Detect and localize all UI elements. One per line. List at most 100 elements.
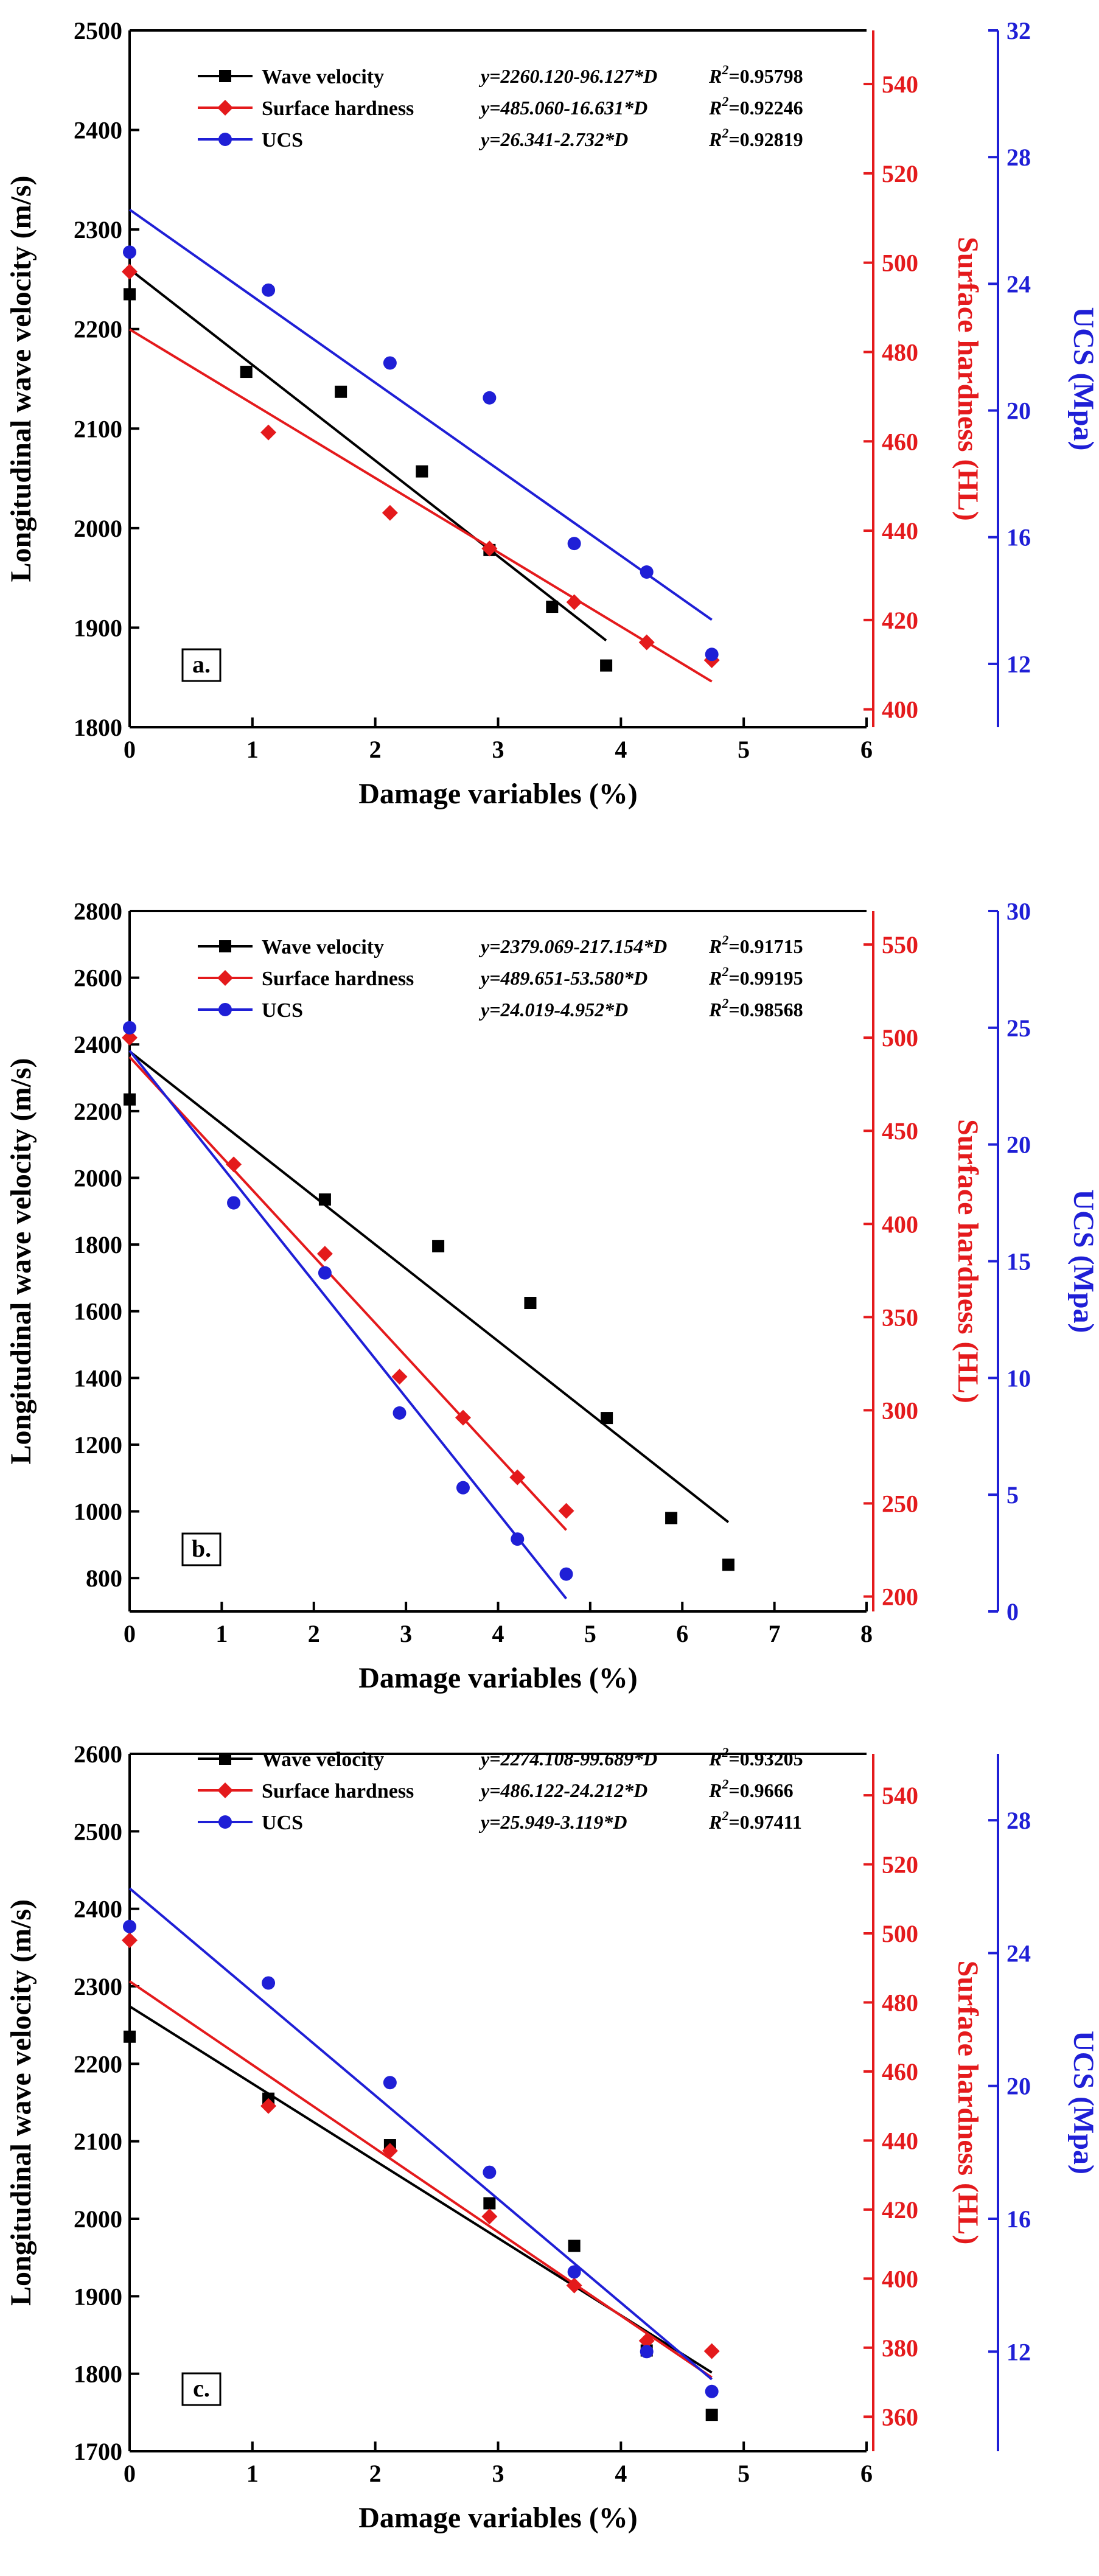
x-tick-label: 1 — [215, 1620, 228, 1647]
fit-line-diamond — [128, 1056, 567, 1531]
regression-equation: y=486.122-24.212*D — [478, 1779, 647, 1801]
r-squared: R2=0.92819 — [708, 125, 803, 150]
r-squared-value: =0.92246 — [728, 97, 803, 119]
x-tick-label: 8 — [860, 1620, 873, 1647]
legend-marker-square — [219, 940, 231, 952]
right1-tick-label: 400 — [882, 2265, 918, 2292]
right2-tick-label: 20 — [1007, 1131, 1031, 1159]
regression-equation: y=489.651-53.580*D — [478, 967, 647, 989]
legend-marker-diamond — [217, 100, 233, 116]
fit-line-diamond — [128, 328, 713, 683]
legend-marker-circle — [218, 1815, 232, 1829]
equation-variable: D — [613, 128, 628, 150]
equation-text: y=489.651-53.580* — [478, 967, 634, 989]
ucs-point — [483, 391, 497, 405]
surface-hardness-point — [558, 1503, 574, 1519]
ucs-point — [123, 1919, 136, 1933]
r-squared-value: =0.97411 — [728, 1811, 801, 1833]
left-y-tick-label: 1900 — [74, 614, 122, 641]
panel-tag-label: c. — [193, 2375, 210, 2402]
legend-marker-circle — [218, 1003, 232, 1016]
r-squared-value: =0.98568 — [728, 999, 803, 1021]
legend-marker-square — [219, 70, 231, 82]
surface-hardness-point — [638, 2333, 655, 2349]
ucs-point — [640, 2345, 654, 2359]
ucs-point — [262, 1976, 276, 1990]
r-squared-value: =0.99195 — [728, 967, 803, 989]
r-squared-symbol: R — [708, 967, 722, 989]
left-y-tick-label: 1700 — [74, 2438, 122, 2465]
left-y-tick-label: 2000 — [74, 2205, 122, 2233]
ucs-axis-title: UCS (Mpa) — [1067, 2031, 1099, 2174]
right2-tick-label: 5 — [1007, 1481, 1019, 1509]
x-tick-label: 0 — [124, 736, 136, 763]
surface-hardness-point — [382, 504, 398, 521]
ucs-point — [123, 245, 136, 259]
left-y-tick-label: 1000 — [74, 1498, 122, 1526]
left-y-tick-label: 1200 — [74, 1431, 122, 1459]
left-y-tick-label: 1800 — [74, 714, 122, 741]
left-y-tick-label: 800 — [86, 1565, 122, 1592]
right2-tick-label: 20 — [1007, 2073, 1031, 2100]
regression-equation: y=24.019-4.952*D — [478, 999, 628, 1021]
x-tick-label: 2 — [369, 2460, 382, 2487]
right2-tick-label: 12 — [1007, 2338, 1031, 2365]
fit-line-circle — [128, 1050, 568, 1600]
wave-velocity-point — [600, 659, 613, 672]
left-y-axis-title: Longitudinal wave velocity (m/s) — [5, 176, 37, 582]
wave-velocity-point — [318, 1193, 331, 1206]
right1-tick-label: 380 — [882, 2334, 918, 2362]
legend-label: Surface hardness — [262, 97, 414, 120]
legend-label: UCS — [262, 129, 303, 152]
x-tick-label: 1 — [246, 2460, 259, 2487]
wave-velocity-point — [705, 2409, 718, 2421]
r-squared-symbol: R — [708, 97, 722, 119]
x-tick-label: 1 — [246, 736, 259, 763]
fit-line-diamond — [128, 1980, 713, 2379]
ucs-point — [318, 1266, 332, 1280]
left-y-axis-title: Longitudinal wave velocity (m/s) — [5, 1899, 37, 2306]
surface-hardness-point — [638, 634, 655, 651]
right1-tick-label: 420 — [882, 2196, 918, 2224]
equation-variable: D — [643, 1748, 657, 1770]
r-squared-symbol: R — [708, 128, 722, 150]
ucs-point — [567, 537, 581, 551]
x-tick-label: 4 — [615, 736, 627, 763]
left-y-tick-label: 2200 — [74, 316, 122, 343]
right2-tick-label: 10 — [1007, 1364, 1031, 1392]
equation-variable: D — [613, 999, 628, 1021]
right1-tick-label: 520 — [882, 1851, 918, 1879]
surface-hardness-point — [122, 264, 138, 280]
surface-hardness-point — [455, 1409, 471, 1426]
r-squared-value: =0.9666 — [728, 1779, 793, 1801]
equation-text: y=485.060-16.631* — [478, 97, 634, 119]
left-y-tick-label: 2100 — [74, 2128, 122, 2155]
wave-velocity-point — [416, 465, 428, 478]
regression-equation: y=2260.120-96.127*D — [478, 65, 657, 87]
right2-tick-label: 24 — [1007, 270, 1031, 298]
r-squared-superscript: 2 — [721, 1776, 728, 1792]
fit-line-square — [128, 1050, 730, 1523]
right1-tick-label: 550 — [882, 931, 918, 958]
x-tick-label: 0 — [124, 1620, 136, 1647]
surface-hardness-point — [509, 1469, 526, 1485]
legend-label: Wave velocity — [262, 936, 384, 958]
legend-marker-diamond — [217, 1782, 233, 1798]
right1-tick-label: 540 — [882, 71, 918, 98]
ucs-point — [383, 2076, 397, 2090]
right1-tick-label: 200 — [882, 1583, 918, 1611]
r-squared: R2=0.95798 — [708, 62, 803, 87]
right1-tick-label: 500 — [882, 250, 918, 277]
left-y-tick-label: 1800 — [74, 1231, 122, 1258]
right2-tick-label: 15 — [1007, 1248, 1031, 1276]
r-squared-superscript: 2 — [721, 964, 728, 979]
surface-hardness-point — [122, 1030, 138, 1046]
legend-label: UCS — [262, 1812, 303, 1834]
equation-variable: D — [633, 1779, 647, 1801]
wave-velocity-point — [601, 1412, 613, 1425]
equation-variable: D — [643, 65, 657, 87]
right1-tick-label: 480 — [882, 1989, 918, 2016]
ucs-point — [640, 565, 654, 579]
